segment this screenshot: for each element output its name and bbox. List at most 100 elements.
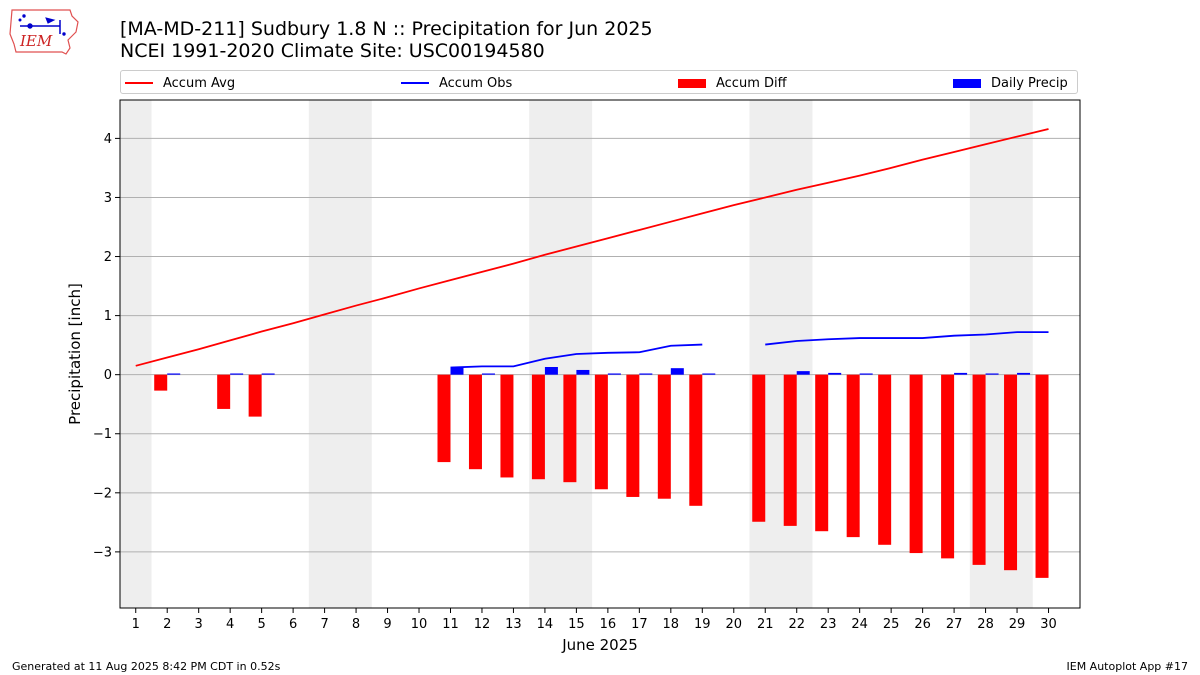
- legend-label-accum-avg: Accum Avg: [163, 75, 236, 91]
- y-tick-label-6: 3: [104, 191, 112, 206]
- legend-item-accum-avg: Accum Avg: [125, 74, 235, 92]
- x-tick-label-22: 22: [788, 617, 805, 632]
- accum-diff-bar-day-4: [217, 374, 231, 409]
- title-line-2: NCEI 1991-2020 Climate Site: USC00194580: [120, 40, 545, 62]
- y-tick-label-5: 2: [104, 250, 112, 265]
- x-tick-label-16: 16: [600, 617, 617, 632]
- x-tick-label-21: 21: [757, 617, 774, 632]
- x-tick-label-6: 6: [289, 617, 297, 632]
- x-tick-label-27: 27: [946, 617, 963, 632]
- daily-precip-bar-day-16: [607, 373, 621, 375]
- legend-item-accum-obs: Accum Obs: [401, 74, 512, 92]
- x-tick-label-19: 19: [694, 617, 711, 632]
- legend-label-accum-obs: Accum Obs: [439, 75, 513, 91]
- x-tick-label-18: 18: [663, 617, 680, 632]
- accum-diff-bar-day-24: [846, 374, 860, 538]
- daily-precip-bar-day-19: [702, 373, 716, 375]
- accum-diff-bar-day-12: [468, 374, 482, 470]
- x-tick-label-23: 23: [820, 617, 837, 632]
- y-tick-label-2: −1: [93, 427, 112, 442]
- legend-item-daily-precip: Daily Precip: [953, 74, 1068, 92]
- daily-precip-bar-day-23: [828, 372, 842, 375]
- y-tick-label-3: 0: [104, 368, 112, 383]
- accum-diff-bar-day-16: [594, 374, 608, 490]
- plot-frame: [119, 99, 1081, 609]
- legend-item-accum-diff: Accum Diff: [678, 74, 787, 92]
- daily-precip-bar-day-29: [1017, 372, 1031, 375]
- daily-precip-bar-day-18: [670, 368, 684, 375]
- weekend-shade-1: [308, 100, 372, 608]
- accum-diff-bar-day-28: [972, 374, 986, 565]
- x-tick-label-13: 13: [505, 617, 522, 632]
- x-tick-label-24: 24: [851, 617, 868, 632]
- logo-text: IEM: [19, 32, 53, 50]
- x-tick-label-25: 25: [883, 617, 900, 632]
- daily-precip-bar-day-27: [954, 372, 968, 375]
- y-tick-label-7: 4: [104, 132, 112, 147]
- accum-diff-bar-day-26: [909, 374, 923, 554]
- accum-diff-bar-day-11: [437, 374, 451, 463]
- legend-label-daily-precip: Daily Precip: [991, 75, 1068, 91]
- legend-swatch-accum-diff: [678, 78, 706, 88]
- accum-diff-bar-day-30: [1035, 374, 1049, 578]
- x-tick-label-9: 9: [383, 617, 391, 632]
- y-tick-label-1: −2: [93, 486, 112, 501]
- legend-swatch-accum-avg: [125, 82, 153, 84]
- accum-avg-line: [135, 128, 1049, 367]
- x-axis-label: June 2025: [561, 636, 638, 654]
- legend: Accum Avg Accum Obs Accum Diff Daily Pre…: [120, 70, 1078, 94]
- accum-diff-bar-day-22: [783, 374, 797, 526]
- x-tick-label-4: 4: [226, 617, 234, 632]
- x-tick-label-30: 30: [1040, 617, 1057, 632]
- y-tick-label-4: 1: [104, 309, 112, 324]
- x-tick-label-14: 14: [537, 617, 554, 632]
- accum-diff-bar-day-17: [626, 374, 640, 497]
- y-tick-label-0: −3: [93, 545, 112, 560]
- weekend-shade-3: [749, 100, 813, 608]
- x-tick-label-15: 15: [568, 617, 585, 632]
- accum-diff-bar-day-2: [154, 374, 168, 391]
- daily-precip-bar-day-17: [639, 373, 653, 375]
- accum-diff-bar-day-29: [1004, 374, 1018, 571]
- x-tick-label-7: 7: [320, 617, 328, 632]
- accum-obs-line-1: [765, 331, 1049, 346]
- daily-precip-bar-day-24: [859, 373, 873, 375]
- x-tick-label-5: 5: [257, 617, 265, 632]
- accum-diff-bar-day-13: [500, 374, 514, 478]
- iowa-outline-icon: [9, 9, 79, 55]
- x-tick-label-11: 11: [442, 617, 459, 632]
- title-line-1: [MA-MD-211] Sudbury 1.8 N :: Precipitati…: [120, 18, 653, 40]
- x-tick-label-12: 12: [474, 617, 491, 632]
- accum-diff-bar-day-23: [815, 374, 829, 532]
- accum-diff-bar-day-5: [248, 374, 262, 417]
- daily-precip-bar-day-14: [544, 366, 558, 375]
- x-tick-label-1: 1: [132, 617, 140, 632]
- generated-timestamp: Generated at 11 Aug 2025 8:42 PM CDT in …: [12, 660, 281, 673]
- daily-precip-bar-day-12: [481, 373, 495, 375]
- accum-obs-line-0: [450, 343, 703, 369]
- accum-diff-bar-day-25: [878, 374, 892, 545]
- x-tick-label-26: 26: [914, 617, 931, 632]
- x-tick-label-8: 8: [352, 617, 360, 632]
- x-tick-label-17: 17: [631, 617, 648, 632]
- accum-diff-bar-day-27: [941, 374, 955, 559]
- accum-diff-bar-day-18: [657, 374, 671, 499]
- iem-logo: IEM: [9, 9, 79, 55]
- daily-precip-bar-day-2: [167, 373, 181, 375]
- daily-precip-bar-day-5: [261, 373, 275, 375]
- accum-diff-bar-day-15: [563, 374, 577, 483]
- legend-swatch-daily-precip: [953, 78, 981, 88]
- app-credit: IEM Autoplot App #17: [1066, 660, 1189, 673]
- accum-diff-bar-day-14: [531, 374, 545, 480]
- daily-precip-bar-day-28: [985, 373, 999, 375]
- daily-precip-bar-day-4: [230, 373, 244, 375]
- legend-swatch-accum-obs: [401, 82, 429, 84]
- x-tick-label-3: 3: [195, 617, 203, 632]
- daily-precip-bar-day-15: [576, 369, 590, 375]
- daily-precip-bar-day-22: [796, 371, 810, 375]
- weather-station-icon: [18, 14, 66, 36]
- x-tick-label-28: 28: [977, 617, 994, 632]
- accum-diff-bar-day-21: [752, 374, 766, 522]
- chart-title: [MA-MD-211] Sudbury 1.8 N :: Precipitati…: [120, 18, 653, 62]
